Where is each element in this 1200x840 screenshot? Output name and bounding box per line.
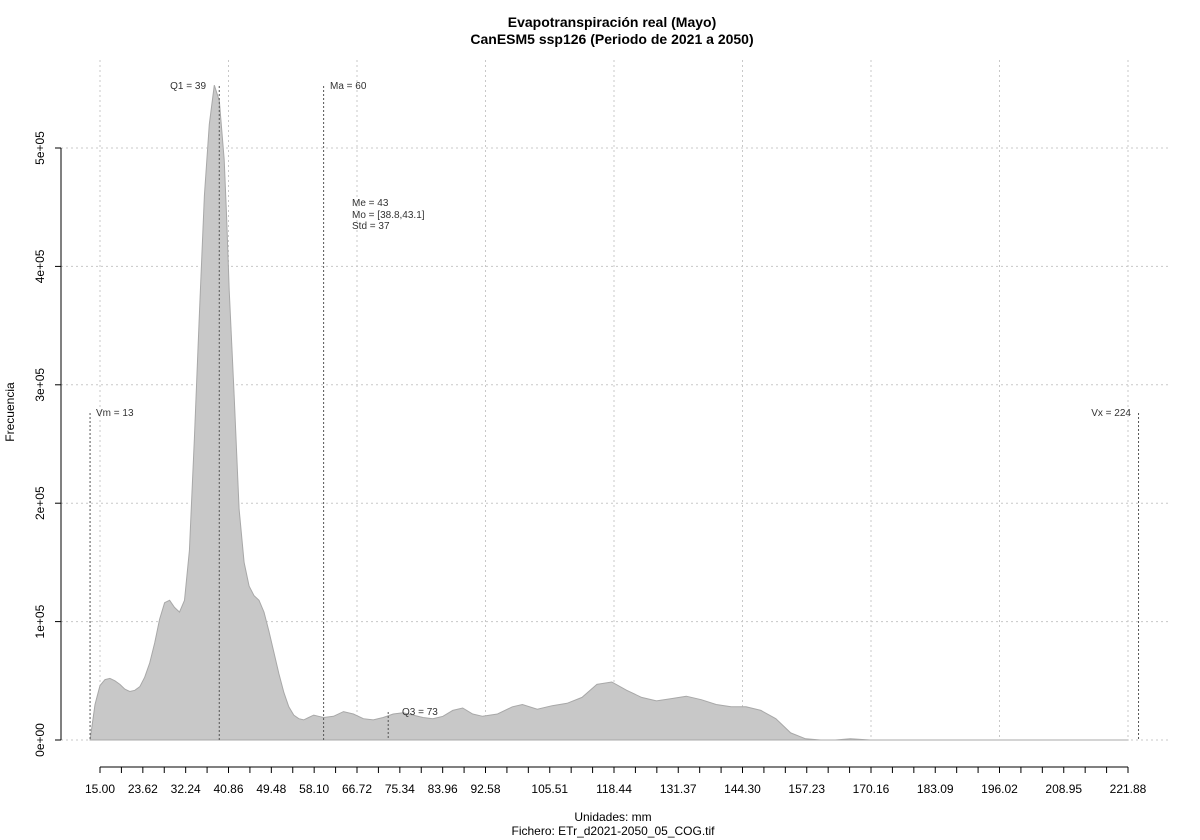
x-tick-label: 92.58 xyxy=(470,782,500,796)
stat-mean: Me = 43 xyxy=(352,198,389,209)
y-axis: 0e+00 1e+05 2e+05 3e+05 4e+05 5e+05 xyxy=(33,131,62,757)
stat-lines xyxy=(89,86,1140,740)
stat-mode: Mo = [38.8,43.1] xyxy=(352,210,425,221)
x-axis: 15.00 23.62 32.24 40.86 49.48 58.10 66.72 75.34… xyxy=(85,766,1147,796)
stat-std: Std = 37 xyxy=(352,221,390,232)
x-tick-label: 58.10 xyxy=(299,782,329,796)
x-tick-label: 83.96 xyxy=(428,782,458,796)
x-tick-label: 23.62 xyxy=(128,782,158,796)
x-tick-label: 131.37 xyxy=(660,782,697,796)
x-tick-label: 105.51 xyxy=(531,782,568,796)
x-tick-label: 196.02 xyxy=(981,782,1018,796)
density-area xyxy=(89,85,1129,741)
ma-label: Ma = 60 xyxy=(330,81,367,92)
y-tick-label: 5e+05 xyxy=(33,131,47,165)
y-tick-label: 2e+05 xyxy=(33,486,47,520)
vx-label: Vx = 224 xyxy=(1091,408,1131,419)
y-axis-label: Frecuencia xyxy=(3,382,17,442)
x-tick-label: 118.44 xyxy=(596,782,632,796)
y-tick-label: 3e+05 xyxy=(33,368,47,402)
chart-title: Evapotranspiración real (Mayo) xyxy=(508,14,717,30)
y-tick-label: 0e+00 xyxy=(33,723,47,757)
x-tick-label: 15.00 xyxy=(85,782,115,796)
x-tick-label: 66.72 xyxy=(342,782,372,796)
x-tick-label: 170.16 xyxy=(853,782,890,796)
y-tick-label: 1e+05 xyxy=(33,604,47,638)
x-tick-label: 49.48 xyxy=(256,782,286,796)
x-tick-label: 144.30 xyxy=(724,782,761,796)
x-tick-label: 208.95 xyxy=(1045,782,1082,796)
y-tick-label: 4e+05 xyxy=(33,249,47,283)
x-tick-label: 183.09 xyxy=(917,782,954,796)
density-series xyxy=(89,85,1129,741)
q3-label: Q3 = 73 xyxy=(402,707,438,718)
q1-label: Q1 = 39 xyxy=(170,81,206,92)
x-tick-label: 32.24 xyxy=(171,782,201,796)
x-tick-label: 221.88 xyxy=(1110,782,1147,796)
x-tick-label: 40.86 xyxy=(213,782,243,796)
x-tick-label: 75.34 xyxy=(385,782,415,796)
footer-file: Fichero: ETr_d2021-2050_05_COG.tif xyxy=(512,824,716,838)
x-axis-label: Unidades: mm xyxy=(574,810,651,824)
x-tick-label: 157.23 xyxy=(788,782,825,796)
vm-label: Vm = 13 xyxy=(96,408,134,419)
chart-subtitle: CanESM5 ssp126 (Periodo de 2021 a 2050) xyxy=(470,31,753,47)
